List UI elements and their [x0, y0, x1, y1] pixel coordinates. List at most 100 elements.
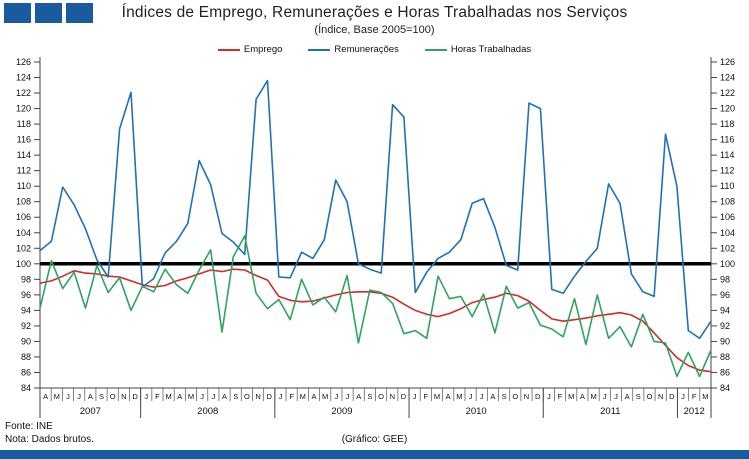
y-axis-label-right: 122 — [720, 88, 735, 98]
emprego-line-swatch — [217, 48, 240, 51]
logo — [4, 3, 93, 23]
chart-area: 84 84 86 86 88 88 90 90 92 92 94 94 96 96 98 98 100 100 10… — [0, 50, 749, 425]
y-axis-label-left: 102 — [16, 243, 31, 253]
legend-item-emprego: Emprego — [217, 44, 282, 55]
x-axis-month-label: D — [132, 392, 138, 401]
horas-line-swatch — [424, 48, 447, 51]
x-axis-month-label: M — [702, 392, 708, 401]
x-axis-month-label: A — [446, 392, 451, 401]
y-axis-label-right: 116 — [720, 135, 734, 145]
x-axis-month-label: S — [233, 392, 238, 401]
legend-label-horas: Horas Trabalhadas — [450, 44, 532, 55]
x-axis-month-label: F — [424, 392, 429, 401]
x-axis-month-label: D — [401, 392, 407, 401]
x-axis-month-label: J — [603, 392, 607, 401]
x-axis-month-label: F — [155, 392, 160, 401]
x-axis-month-label: J — [77, 392, 81, 401]
line-chart: 84 84 86 86 88 88 90 90 92 92 94 94 96 96 98 98 100 100 10… — [16, 57, 735, 418]
y-axis-label-left: 124 — [16, 73, 31, 83]
x-axis-month-label: O — [512, 392, 518, 401]
y-axis-label-right: 96 — [720, 290, 730, 300]
x-axis-month-label: A — [625, 392, 630, 401]
x-axis-month-label: J — [200, 392, 204, 401]
x-axis-month-label: J — [346, 392, 350, 401]
y-axis-label-right: 100 — [720, 259, 735, 269]
x-axis-month-label: D — [535, 392, 541, 401]
x-axis-month-label: A — [88, 392, 93, 401]
y-axis-label-right: 86 — [720, 367, 730, 377]
y-axis-label-right: 84 — [720, 383, 730, 393]
y-axis-label-left: 84 — [21, 383, 31, 393]
x-axis-year-label: 2007 — [80, 406, 101, 417]
x-axis-month-label: D — [267, 392, 273, 401]
x-axis-month-label: A — [490, 392, 495, 401]
x-axis-month-label: S — [99, 392, 104, 401]
y-axis-label-left: 100 — [16, 259, 31, 269]
x-axis-month-label: J — [334, 392, 338, 401]
y-axis-label-left: 104 — [16, 228, 31, 238]
x-axis-month-label: O — [378, 392, 384, 401]
y-axis-label-right: 108 — [720, 197, 735, 207]
y-axis-label-right: 110 — [720, 181, 734, 191]
y-axis-label-left: 112 — [17, 166, 31, 176]
y-axis-label-left: 96 — [21, 290, 31, 300]
x-axis-month-label: N — [121, 392, 126, 401]
x-axis-month-label: A — [222, 392, 227, 401]
x-axis-month-label: J — [480, 392, 484, 401]
y-axis-label-right: 102 — [720, 243, 735, 253]
x-axis-month-label: M — [165, 392, 171, 401]
x-axis-month-label: J — [681, 392, 685, 401]
x-axis-month-label: M — [322, 392, 328, 401]
y-axis-label-right: 124 — [720, 73, 735, 83]
y-axis-label-left: 114 — [17, 150, 31, 160]
x-axis-month-label: A — [43, 392, 48, 401]
x-axis-year-label: 2012 — [684, 406, 705, 417]
legend-label-remuneracoes: Remunerações — [334, 44, 399, 55]
x-axis-month-label: J — [66, 392, 70, 401]
x-axis-month-label: J — [144, 392, 148, 401]
graphic-credit: (Gráfico: GEE) — [341, 434, 408, 445]
y-axis-label-left: 118 — [17, 119, 31, 129]
x-axis-year-label: 2010 — [466, 406, 487, 417]
y-axis-label-left: 86 — [21, 367, 31, 377]
x-axis-month-label: M — [456, 392, 462, 401]
horas-trabalhadas-line — [39, 235, 712, 378]
y-axis-label-left: 88 — [21, 352, 31, 362]
x-axis-month-label: F — [558, 392, 563, 401]
x-axis-month-label: J — [614, 392, 618, 401]
y-axis-label-right: 94 — [720, 305, 730, 315]
x-axis-month-label: N — [255, 392, 260, 401]
y-axis-label-left: 108 — [16, 197, 31, 207]
x-axis-month-label: A — [580, 392, 585, 401]
y-axis-label-left: 120 — [16, 104, 31, 114]
bottom-accent-bar — [0, 450, 749, 459]
page-title: Índices de Emprego, Remunerações e Horas… — [121, 4, 628, 21]
x-axis-month-label: A — [177, 392, 182, 401]
x-axis-month-label: J — [413, 392, 417, 401]
y-axis-label-right: 104 — [720, 228, 735, 238]
x-axis-month-label: A — [311, 392, 316, 401]
y-axis-label-right: 118 — [720, 119, 734, 129]
y-axis-label-left: 98 — [21, 274, 31, 284]
x-axis-month-label: M — [434, 392, 440, 401]
x-axis-month-label: S — [636, 392, 641, 401]
x-axis-month-label: D — [669, 392, 675, 401]
y-axis-label-right: 106 — [720, 212, 735, 222]
remunera-es-line — [39, 79, 712, 340]
x-axis-month-label: N — [658, 392, 663, 401]
x-axis-month-label: A — [356, 392, 361, 401]
y-axis-label-right: 120 — [720, 104, 735, 114]
x-axis-month-label: O — [244, 392, 250, 401]
emprego-line — [39, 268, 712, 373]
x-axis-month-label: M — [568, 392, 574, 401]
x-axis-month-label: J — [469, 392, 473, 401]
x-axis-month-label: M — [188, 392, 194, 401]
y-axis-label-right: 90 — [720, 336, 730, 346]
x-axis-year-label: 2008 — [197, 406, 218, 417]
y-axis-label-left: 122 — [16, 88, 31, 98]
y-axis-label-left: 94 — [21, 305, 31, 315]
y-axis-label-left: 110 — [17, 181, 31, 191]
x-axis-month-label: O — [647, 392, 653, 401]
y-axis-label-left: 92 — [21, 321, 31, 331]
remuneracoes-line-swatch — [308, 48, 331, 51]
